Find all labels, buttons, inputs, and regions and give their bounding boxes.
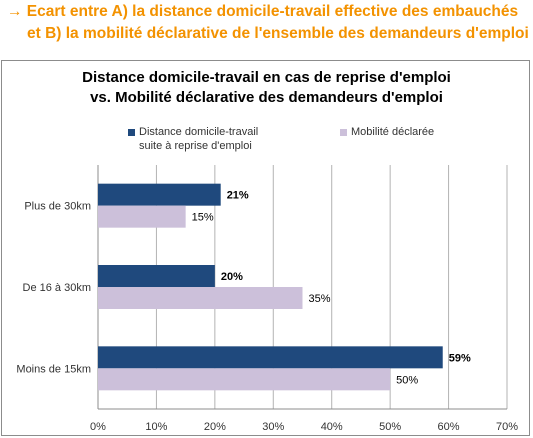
x-tick-label-60: 60%	[438, 421, 460, 433]
chart-title-line-1: Distance domicile-travail en cas de repr…	[82, 69, 451, 86]
headline-line-2: et B) la mobilité déclarative de l'ensem…	[27, 25, 529, 42]
bar-series1-category-2	[98, 346, 443, 369]
legend-label-distance: Distance domicile-travail suite à repris…	[139, 125, 258, 153]
bar-series2-category-1	[98, 287, 303, 309]
x-tick-label-0: 0%	[90, 421, 106, 433]
category-label-2: Moins de 15km	[16, 363, 91, 375]
legend-label-mobilite: Mobilité déclarée	[351, 126, 435, 138]
data-label-series1-category-1: 20%	[221, 271, 243, 283]
bar-series1-category-0	[98, 183, 221, 206]
legend-label-distance-line-2: suite à reprise d'emploi	[139, 140, 252, 152]
data-label-series1-category-0: 21%	[227, 190, 249, 202]
x-tick-label-50: 50%	[379, 421, 401, 433]
x-tick-label-40: 40%	[321, 421, 343, 433]
x-tick-label-70: 70%	[496, 421, 518, 433]
bar-series2-category-0	[98, 205, 186, 228]
x-tick-label-20: 20%	[204, 421, 226, 433]
legend-swatch-mobilite	[340, 129, 347, 136]
bar-series2-category-2	[98, 368, 391, 391]
bar-series1-category-1	[98, 265, 215, 287]
legend-label-distance-line-1: Distance domicile-travail	[139, 126, 259, 138]
legend-swatch-distance	[128, 129, 135, 136]
data-label-series2-category-1: 35%	[309, 293, 331, 305]
data-label-series2-category-0: 15%	[192, 212, 214, 224]
x-tick-label-10: 10%	[145, 421, 167, 433]
data-label-series2-category-2: 50%	[396, 374, 418, 386]
chart-title-line-2: vs. Mobilité déclarative des demandeurs …	[90, 89, 443, 106]
category-label-0: Plus de 30km	[24, 201, 91, 213]
category-label-1: De 16 à 30km	[23, 282, 91, 294]
x-tick-label-30: 30%	[262, 421, 284, 433]
data-label-series1-category-2: 59%	[449, 352, 471, 364]
headline-line-1: → Ecart entre A) la distance domicile-tr…	[7, 3, 519, 20]
